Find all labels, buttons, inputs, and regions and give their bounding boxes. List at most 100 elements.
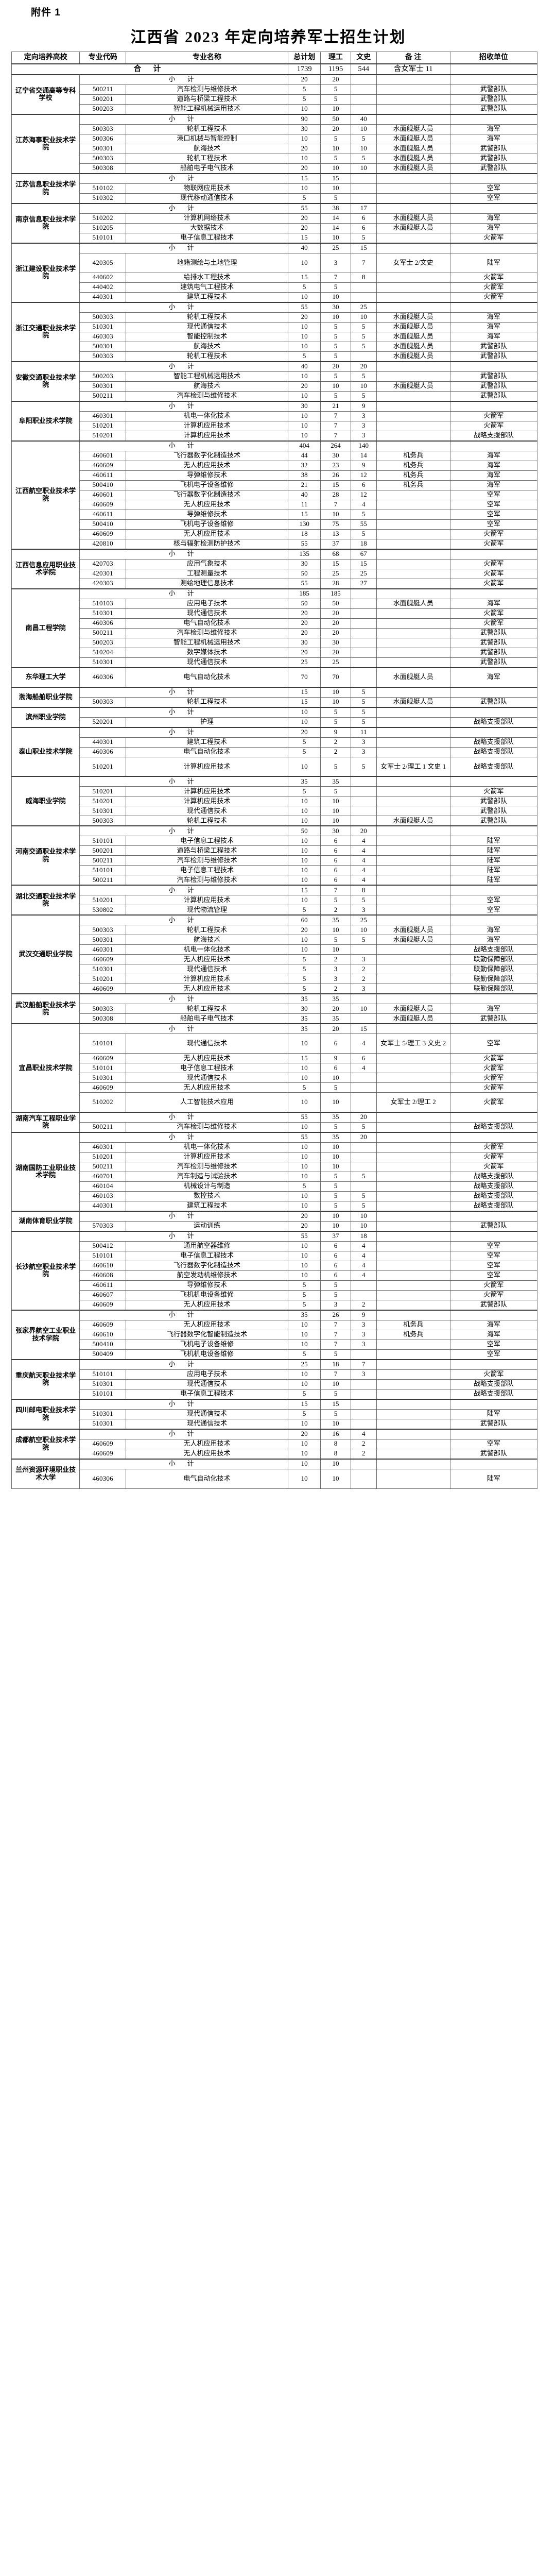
plan-arts: 9 — [350, 460, 377, 471]
table-row: 510301 现代通信技术 10 5 5 水面舰艇人员 海军 — [12, 321, 538, 332]
plan-science: 3 — [320, 1299, 351, 1311]
subtotal-science: 30 — [320, 825, 351, 837]
plan-total: 15 — [287, 509, 321, 520]
major-name: 导弹维修技术 — [126, 1280, 288, 1291]
table-row: 湖南国防工业职业技术学院小 计 55 35 20 — [11, 1131, 538, 1212]
table-row: 440602 给排水工程技术 15 7 8 火箭军 — [12, 272, 538, 283]
major-code: 460609 — [79, 499, 127, 510]
plan-science: 5 — [320, 133, 351, 144]
major-name: 无人机应用技术 — [126, 1319, 288, 1330]
table-row: 500303 轮机工程技术 20 10 10 水面舰艇人员 海军 — [12, 312, 538, 323]
table-row: 420301 工程测量技术 50 25 25 火箭军 — [12, 568, 538, 579]
school-name-cell: 武汉交通职业学院 — [11, 914, 80, 994]
plan-remark — [376, 1122, 450, 1133]
plan-total: 21 — [287, 480, 321, 490]
plan-total: 20 — [287, 647, 321, 658]
table-row: 500201 道路与桥梁工程技术 10 6 4 陆军 — [12, 845, 538, 856]
major-name: 无人机应用技术 — [126, 1053, 288, 1064]
plan-science: 5 — [320, 321, 351, 332]
subtotal-unit — [449, 825, 538, 837]
subtotal-unit — [449, 885, 538, 896]
plan-total: 10 — [287, 1033, 321, 1054]
plan-science: 13 — [320, 529, 351, 539]
table-row: 张家界航空工业职业技术学院小 计 35 26 9 — [11, 1309, 538, 1360]
subtotal-science: 18 — [320, 1359, 351, 1370]
recruiting-unit: 武警部队 — [449, 1221, 538, 1232]
plan-remark: 女军士 2/理工 1 文史 1 — [376, 756, 450, 777]
major-code: 500203 — [79, 371, 127, 382]
recruiting-unit: 武警部队 — [449, 341, 538, 352]
recruiting-unit: 火箭军 — [449, 411, 538, 421]
recruiting-unit: 火箭军 — [449, 1280, 538, 1291]
plan-arts: 3 — [350, 905, 377, 916]
major-code: 510101 — [79, 232, 127, 244]
plan-remark: 机务兵 — [376, 480, 450, 490]
subtotal-science: 20 — [320, 1023, 351, 1035]
plan-total: 10 — [287, 1241, 321, 1251]
subtotal-arts: 9 — [350, 1309, 377, 1320]
major-code: 500410 — [79, 1339, 127, 1350]
plan-remark — [376, 1418, 450, 1430]
major-code: 510101 — [79, 1250, 127, 1261]
subtotal-remark — [376, 202, 450, 214]
plan-remark — [376, 489, 450, 500]
subtotal-plan: 20 — [287, 1210, 321, 1222]
plan-remark — [376, 430, 450, 442]
major-name: 导弹维修技术 — [126, 509, 288, 520]
plan-arts: 27 — [350, 578, 377, 589]
plan-remark: 水面舰艇人员 — [376, 381, 450, 392]
recruiting-unit: 战略支援部队 — [449, 747, 538, 757]
plan-arts: 5 — [350, 371, 377, 382]
recruiting-unit: 火箭军 — [449, 1063, 538, 1074]
recruiting-unit: 火箭军 — [449, 608, 538, 619]
major-code: 460303 — [79, 331, 127, 342]
plan-total: 32 — [287, 460, 321, 471]
major-name: 无人机应用技术 — [126, 529, 288, 539]
table-row: 500203 智能工程机械运用技术 10 10 武警部队 — [12, 104, 538, 115]
plan-arts: 5 — [350, 717, 377, 728]
plan-total: 5 — [287, 1409, 321, 1419]
plan-science: 6 — [320, 1270, 351, 1281]
plan-science: 7 — [320, 1319, 351, 1330]
recruiting-unit: 陆军 — [449, 836, 538, 846]
plan-total: 5 — [287, 1082, 321, 1093]
subtotal-science: 10 — [320, 1458, 351, 1469]
table-row: 江西信息应用职业技术学院小 计 135 68 67 — [11, 548, 538, 589]
plan-science: 7 — [320, 1369, 351, 1380]
subtotal-unit — [449, 1398, 538, 1410]
table-row: 南京信息职业技术学院小 计 55 38 17 — [11, 202, 538, 244]
plan-remark: 机务兵 — [376, 470, 450, 481]
table-row: 武汉交通职业学院小 计 60 35 25 — [11, 914, 538, 994]
table-row: 460609 无人机应用技术 11 7 4 空军 — [12, 499, 538, 510]
plan-arts: 5 — [350, 232, 377, 244]
plan-total: 10 — [287, 1369, 321, 1380]
subtotal-remark — [376, 885, 450, 896]
subtotal-label: 小 计 — [79, 776, 288, 787]
plan-arts: 5 — [350, 133, 377, 144]
subtotal-label: 小 计 — [79, 588, 288, 599]
plan-arts — [350, 84, 377, 95]
recruiting-unit: 火箭军 — [449, 568, 538, 579]
plan-remark: 水面舰艇人员 — [376, 667, 450, 688]
plan-science: 10 — [320, 1161, 351, 1172]
grand-total-label: 合 计 — [11, 63, 288, 75]
table-row: 460611 导弹维修技术 15 10 5 空军 — [12, 509, 538, 520]
plan-arts — [350, 667, 377, 688]
subtotal-science: 26 — [320, 1309, 351, 1320]
plan-remark — [376, 855, 450, 866]
grand-total-remark: 含女军士 11 — [376, 63, 450, 75]
major-code: 460306 — [79, 618, 127, 629]
subtotal-remark — [376, 686, 450, 698]
plan-science: 5 — [320, 391, 351, 402]
recruiting-unit: 联勤保障部队 — [449, 984, 538, 994]
plan-arts — [350, 796, 377, 807]
plan-total: 55 — [287, 538, 321, 550]
table-row: 500301 航海技术 20 10 10 水面舰艇人员 武警部队 — [12, 143, 538, 154]
recruiting-unit: 陆军 — [449, 875, 538, 886]
major-code: 500301 — [79, 341, 127, 352]
plan-science: 2 — [320, 954, 351, 965]
table-row: 510301 现代通信技术 10 10 武警部队 — [12, 1418, 538, 1430]
subtotal-label: 小 计 — [79, 1230, 288, 1242]
subtotal-plan: 30 — [287, 400, 321, 412]
plan-total: 5 — [287, 974, 321, 985]
